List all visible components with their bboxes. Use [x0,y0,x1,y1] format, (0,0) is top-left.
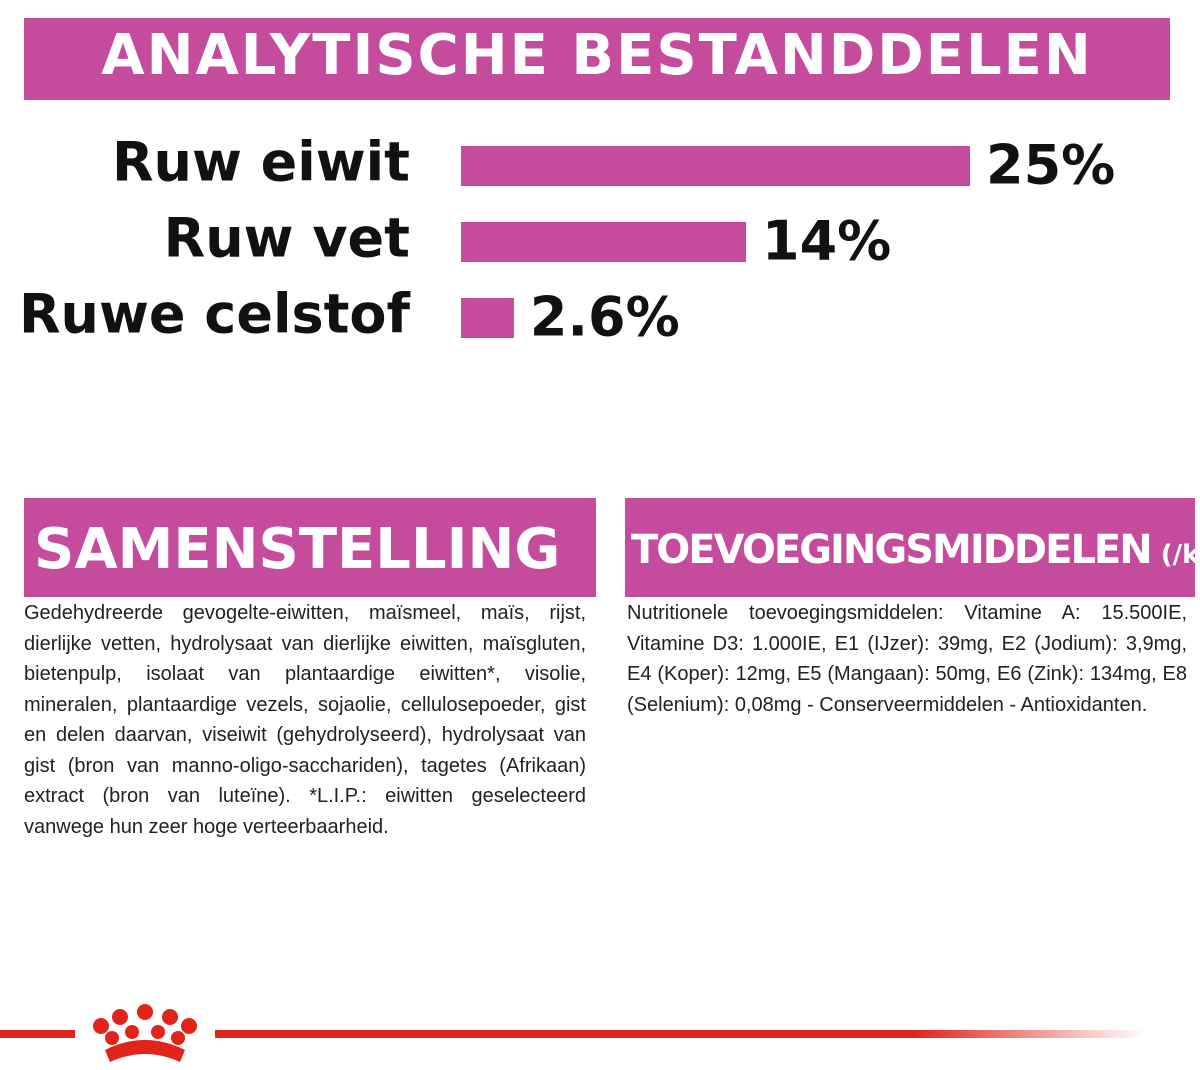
bar [461,222,747,262]
category-label: Ruw vet [164,207,410,270]
additives-text: Nutritionele toevoegingsmiddelen: Vitami… [627,602,1187,716]
chart: Ruw eiwit 25% Ruw vet 14% Ruwe celstof 2.6% [19,131,1115,349]
crown [93,1004,197,1062]
bar [461,146,970,186]
section-title: SAMENSTELLING [24,498,596,597]
category-label: Ruwe celstof [19,283,411,346]
section-title-text: TOEVOEGINGSMIDDELEN [631,527,1153,573]
value-label: 25% [986,134,1115,197]
bar [461,298,514,338]
category-label: Ruw eiwit [112,131,410,194]
composition-text: Gedehydreerde gevogelte-eiwitten, maïsme… [24,602,586,838]
value-label: 14% [762,210,891,273]
unit: (/kg) [1160,540,1200,570]
section-title: TOEVOEGINGSMIDDELEN(/kg) [625,498,1200,597]
footer-line [0,1030,75,1038]
chart-title: ANALYTISCHE BESTANDDELEN [24,18,1170,100]
value-label: 2.6% [530,286,680,349]
footer-line [215,1030,1145,1038]
